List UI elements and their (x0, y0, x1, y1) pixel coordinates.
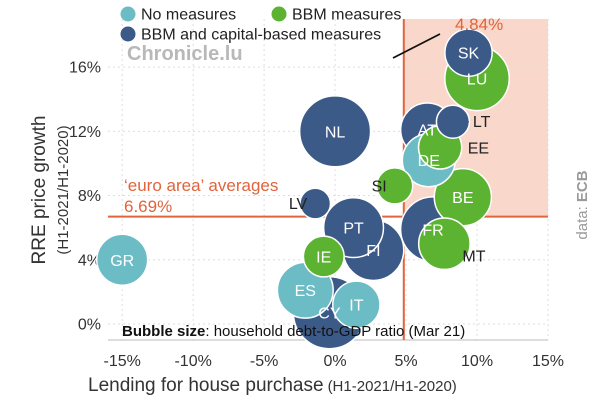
legend-marker-2 (120, 26, 136, 42)
bubble-label-es: ES (295, 283, 316, 300)
bubble-label-pt: PT (343, 221, 364, 238)
source-credit: data: ECB (574, 170, 591, 239)
bubble-label-fr: FR (422, 222, 443, 239)
bubble-si (375, 167, 414, 205)
x-axis-title: Lending for house purchase (H1-2021/H1-20… (88, 375, 457, 396)
bubble-label-cy: CY (318, 306, 341, 323)
bubble-ie (302, 235, 345, 278)
bubble-it (332, 280, 381, 330)
x-tick-label: 5% (395, 353, 418, 370)
bubble-label-be: BE (452, 190, 473, 207)
legend-item-label: BBM and capital-based measures (141, 27, 381, 44)
x-tick-label: 0% (324, 353, 347, 370)
x-tick-label: -5% (250, 353, 278, 370)
source-name: ECB (574, 170, 591, 202)
y-axis-label: RRE price growth (29, 116, 50, 265)
bubble-label-nl: NL (325, 124, 346, 141)
x-axis-label: Lending for house purchase (88, 375, 324, 396)
y-tick-label: 8% (78, 188, 101, 205)
bubble-label-at: AT (418, 123, 437, 140)
bubble-size-desc: : household debt-to-GDP ratio (Mar 21) (205, 323, 465, 340)
bubble-label-mt: MT (462, 249, 485, 266)
bubble-label-ie: IE (316, 250, 331, 267)
bubble-size-note: Bubble size: household debt-to-GDP ratio… (122, 323, 465, 340)
bubble-lv (299, 187, 332, 220)
bubble-label-ee: EE (468, 140, 489, 157)
legend-marker-0 (120, 6, 136, 22)
average-lending-value: 4.84% (455, 15, 503, 34)
watermark: Chronicle.lu (127, 43, 243, 65)
legend-item-label: No measures (141, 7, 236, 24)
average-lending-pointer (392, 33, 441, 59)
bubble-size-title: Bubble size (122, 323, 205, 340)
bubble-label-lu: LU (467, 71, 487, 88)
legend-item-label: BBM measures (292, 7, 401, 24)
bubble-label-it: IT (349, 298, 363, 315)
bubble-label-sk: SK (458, 46, 480, 63)
source-label: data: (574, 202, 591, 240)
bubble-sk (444, 28, 493, 78)
bubble-nl (298, 95, 372, 168)
bubble-mt (417, 217, 471, 271)
bubble-label-de: DE (418, 153, 440, 170)
bubble-label-lv: LV (289, 196, 308, 213)
x-tick-label: 10% (461, 353, 493, 370)
bubble-label-lt: LT (473, 114, 491, 131)
average-growth-value: 6.69% (124, 197, 172, 216)
x-axis-label-suffix: (H1-2021/H1-2020) (328, 378, 457, 395)
y-tick-label: 16% (69, 60, 101, 77)
bubble-label-gr: GR (110, 253, 134, 270)
legend-marker-1 (271, 6, 287, 22)
x-tick-label: -10% (174, 353, 211, 370)
y-axis-label-suffix: (H1-2021/H1-2020) (55, 125, 72, 254)
bubble-label-fi: FI (366, 243, 380, 260)
bubble-gr (95, 233, 149, 286)
averages-label: ‘euro area’ averages (124, 176, 278, 195)
bubble-label-si: SI (372, 178, 387, 195)
bubble-lt (435, 104, 471, 139)
x-tick-label: 15% (532, 353, 564, 370)
x-tick-label: -15% (104, 353, 141, 370)
y-tick-label: 12% (69, 124, 101, 141)
y-tick-label: 0% (78, 316, 101, 333)
y-tick-label: 4% (78, 252, 101, 269)
